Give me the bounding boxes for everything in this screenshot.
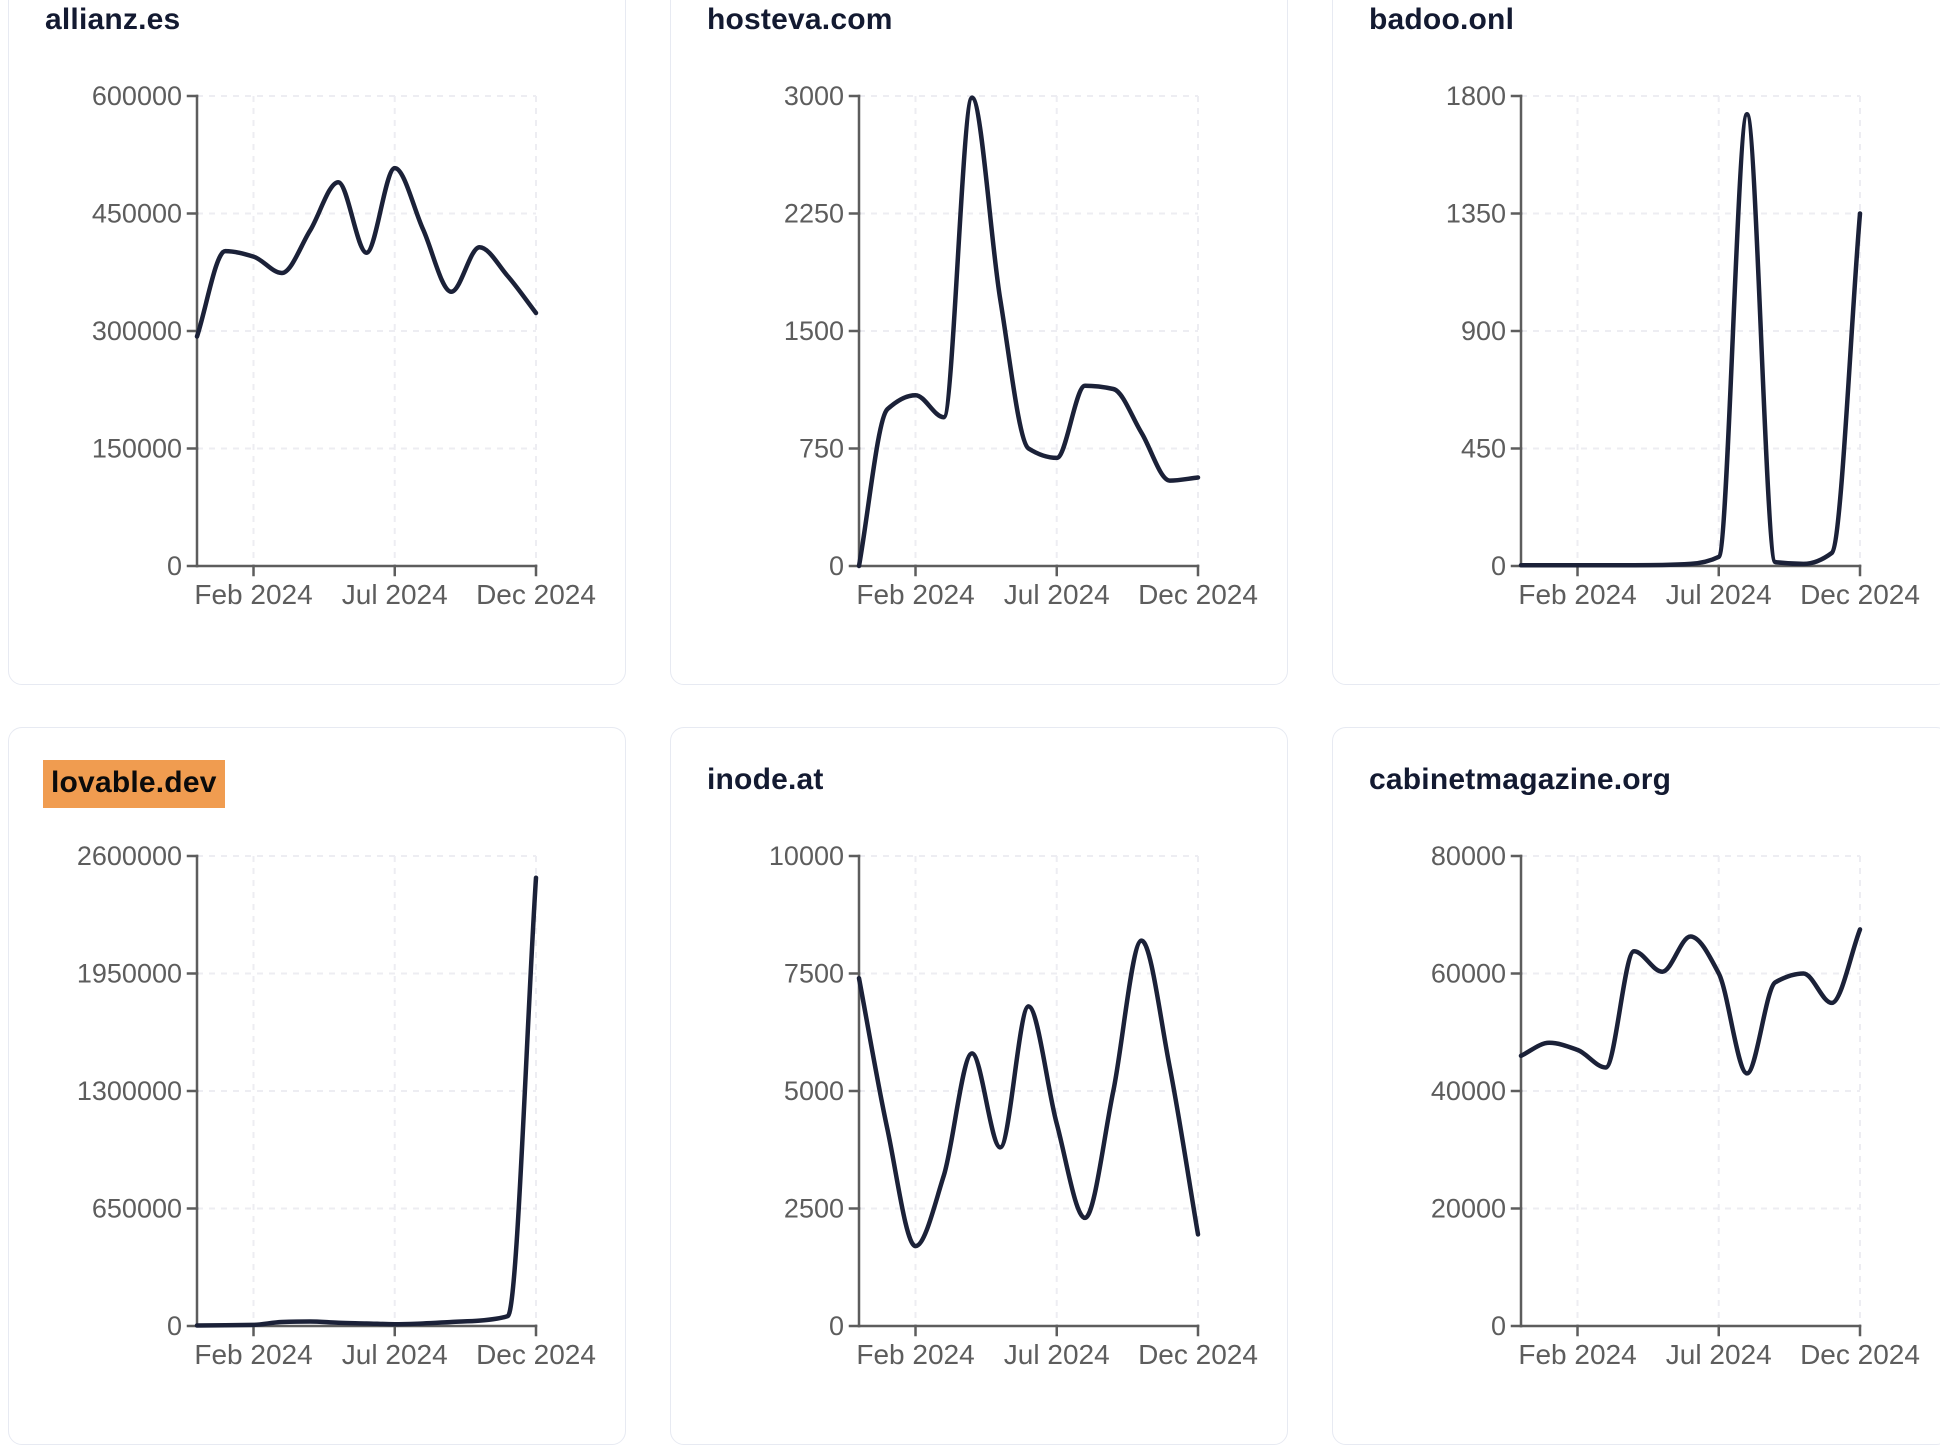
tick-labels: 0 450 900 1350 1800 Feb 2024 Jul 2024 Dec 2024 <box>1446 81 1920 610</box>
y-tick-label: 0 <box>829 551 844 581</box>
chart-title-text: badoo.onl <box>1369 3 1515 36</box>
tick-labels: 0 750 1500 2250 3000 Feb 2024 Jul 2024 Dec 2024 <box>784 81 1258 610</box>
tick-labels: 0 2500 5000 7500 10000 Feb 2024 Jul 2024 Dec 20… <box>769 841 1258 1370</box>
y-tick-label: 10000 <box>769 841 844 871</box>
y-tick-label: 0 <box>167 1311 182 1341</box>
y-tick-label: 7500 <box>784 959 844 989</box>
line-chart: 0 150000 300000 450000 600000 Feb 2024 Jul 202… <box>92 81 596 610</box>
line-chart: 0 2500 5000 7500 10000 Feb 2024 Jul 2024 Dec 20… <box>769 841 1258 1370</box>
x-tick-label: Jul 2024 <box>1004 579 1110 610</box>
y-tick-label: 1500 <box>784 316 844 346</box>
chart-title-text: hosteva.com <box>707 3 893 36</box>
y-tick-label: 3000 <box>784 81 844 111</box>
y-tick-label: 1300000 <box>77 1076 182 1106</box>
y-tick-label: 0 <box>1491 1311 1506 1341</box>
y-tick-label: 0 <box>1491 551 1506 581</box>
x-tick-label: Feb 2024 <box>194 579 312 610</box>
x-tick-label: Dec 2024 <box>1800 579 1920 610</box>
gridlines <box>1521 855 1861 1326</box>
chart-title: hosteva.com <box>707 0 893 40</box>
chart-title: badoo.onl <box>1369 0 1514 40</box>
y-tick-label: 600000 <box>92 81 182 111</box>
chart-card-allianz-es[interactable]: allianz.es 0 150000 300000 450000 600000 Feb … <box>8 0 626 685</box>
y-tick-label: 750 <box>799 434 844 464</box>
series-line <box>194 165 539 339</box>
x-tick-label: Feb 2024 <box>856 1339 974 1370</box>
y-tick-label: 2250 <box>784 199 844 229</box>
chart-title: inode.at <box>707 760 824 800</box>
x-tick-label: Feb 2024 <box>194 1339 312 1370</box>
y-tick-label: 0 <box>829 1311 844 1341</box>
chart-title-text: lovable.dev <box>43 760 225 808</box>
y-tick-label: 2600000 <box>77 841 182 871</box>
x-tick-label: Dec 2024 <box>476 1339 596 1370</box>
x-tick-label: Feb 2024 <box>856 579 974 610</box>
x-tick-label: Dec 2024 <box>476 579 596 610</box>
x-tick-label: Dec 2024 <box>1138 1339 1258 1370</box>
x-tick-label: Jul 2024 <box>1004 1339 1110 1370</box>
axes <box>848 94 1200 577</box>
y-tick-label: 450000 <box>92 199 182 229</box>
line-chart: 0 750 1500 2250 3000 Feb 2024 Jul 2024 Dec 2024 <box>784 81 1258 610</box>
y-tick-label: 650000 <box>92 1194 182 1224</box>
x-tick-label: Dec 2024 <box>1138 579 1258 610</box>
y-tick-label: 1800 <box>1446 81 1506 111</box>
axes <box>1510 94 1862 577</box>
y-tick-label: 2500 <box>784 1194 844 1224</box>
line-chart: 0 20000 40000 60000 80000 Feb 2024 Jul 2024 Dec… <box>1431 841 1920 1370</box>
x-tick-label: Feb 2024 <box>1518 579 1636 610</box>
chart-card-badoo-onl[interactable]: badoo.onl 0 450 900 1350 1800 Feb 2024 Jul 202… <box>1332 0 1940 685</box>
tick-labels: 0 20000 40000 60000 80000 Feb 2024 Jul 2024 Dec… <box>1431 841 1920 1370</box>
series-line <box>1518 927 1863 1076</box>
x-tick-label: Jul 2024 <box>1666 579 1772 610</box>
axes <box>848 854 1200 1337</box>
x-tick-label: Feb 2024 <box>1518 1339 1636 1370</box>
y-tick-label: 900 <box>1461 316 1506 346</box>
chart-title: cabinetmagazine.org <box>1369 760 1671 800</box>
chart-title-text: inode.at <box>707 763 824 796</box>
series-line <box>194 875 539 1328</box>
x-tick-label: Jul 2024 <box>342 1339 448 1370</box>
x-tick-label: Jul 2024 <box>342 579 448 610</box>
y-tick-label: 60000 <box>1431 959 1506 989</box>
axes <box>186 854 538 1337</box>
tick-labels: 0 150000 300000 450000 600000 Feb 2024 Jul 202… <box>92 81 596 610</box>
series-line <box>856 938 1201 1249</box>
y-tick-label: 150000 <box>92 434 182 464</box>
y-tick-label: 20000 <box>1431 1194 1506 1224</box>
tick-labels: 0 650000 1300000 1950000 2600000 Feb 2024 Jul … <box>77 841 596 1370</box>
line-chart: 0 650000 1300000 1950000 2600000 Feb 2024 Jul … <box>77 841 596 1370</box>
chart-title: allianz.es <box>45 0 180 40</box>
chart-title-text: cabinetmagazine.org <box>1369 763 1672 796</box>
gridlines <box>859 95 1199 566</box>
gridlines <box>859 855 1199 1326</box>
y-tick-label: 0 <box>167 551 182 581</box>
gridlines <box>197 95 537 566</box>
y-tick-label: 300000 <box>92 316 182 346</box>
y-tick-label: 80000 <box>1431 841 1506 871</box>
chart-title: lovable.dev <box>43 760 225 808</box>
y-tick-label: 1950000 <box>77 959 182 989</box>
chart-card-hosteva-com[interactable]: hosteva.com 0 750 1500 2250 3000 Feb 2024 Jul … <box>670 0 1288 685</box>
chart-card-inode-at[interactable]: inode.at 0 2500 5000 7500 10000 Feb 2024 Jul 2… <box>670 727 1288 1445</box>
x-tick-label: Dec 2024 <box>1800 1339 1920 1370</box>
x-tick-label: Jul 2024 <box>1666 1339 1772 1370</box>
series-line <box>1518 112 1863 568</box>
y-tick-label: 40000 <box>1431 1076 1506 1106</box>
series-line <box>856 95 1201 569</box>
chart-title-text: allianz.es <box>45 3 181 36</box>
line-chart: 0 450 900 1350 1800 Feb 2024 Jul 2024 Dec 2024 <box>1446 81 1920 610</box>
y-tick-label: 5000 <box>784 1076 844 1106</box>
axes <box>1510 854 1862 1337</box>
y-tick-label: 450 <box>1461 434 1506 464</box>
gridlines <box>197 855 537 1326</box>
chart-card-cabinetmagazine-org[interactable]: cabinetmagazine.org 0 20000 40000 60000 8000… <box>1332 727 1940 1445</box>
chart-card-lovable-dev[interactable]: lovable.dev 0 650000 1300000 1950000 2600000… <box>8 727 626 1445</box>
y-tick-label: 1350 <box>1446 199 1506 229</box>
axes <box>186 94 538 577</box>
gridlines <box>1521 95 1861 566</box>
